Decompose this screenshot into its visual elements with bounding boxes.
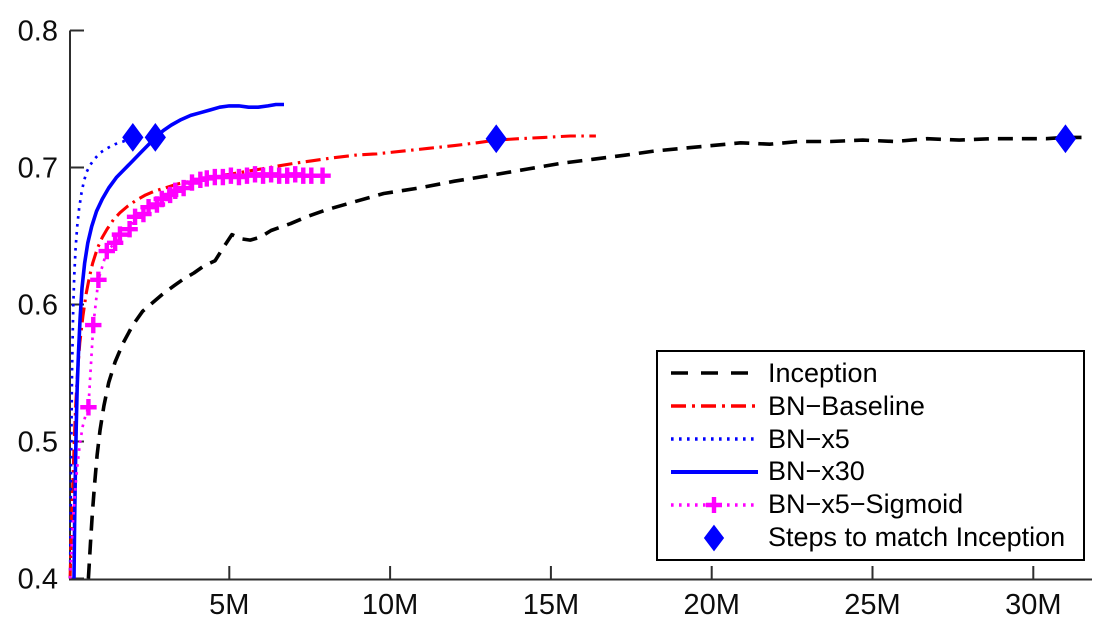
series-steps-to-match-inception-diamond-marker	[485, 124, 507, 154]
legend-item-bn-baseline: BN−Baseline	[668, 390, 1077, 422]
legend-item-bn-x5-sigmoid: BN−x5−Sigmoid	[668, 489, 1077, 521]
legend-item-bn-x30: BN−x30	[668, 456, 1077, 488]
series-line-bn-x30	[72, 102, 284, 579]
legend-item-steps-to-match-inception: Steps to match Inception	[668, 522, 1077, 554]
y-tick-label-0.7: 0.7	[18, 153, 58, 185]
x-tick-label-10M: 10M	[362, 589, 418, 621]
series-line-bn-baseline	[68, 134, 596, 579]
legend-label-inception: Inception	[768, 357, 878, 388]
y-tick-label-0.4: 0.4	[18, 564, 58, 596]
series-line-bn-x5-sigmoid	[68, 173, 323, 579]
legend-item-inception: Inception	[668, 357, 1077, 389]
legend-glyph-steps-to-match-inception	[703, 524, 725, 551]
legend-sample-steps-to-match-inception	[703, 524, 725, 551]
legend-label-bn-x5-sigmoid: BN−x5−Sigmoid	[768, 489, 964, 520]
x-tick-label-25M: 25M	[844, 589, 900, 621]
series-steps-to-match-inception-diamond-marker	[144, 123, 166, 152]
series-bn-x5-sigmoid-plus-marker	[106, 234, 124, 252]
legend-sample-bn-x5	[671, 437, 758, 441]
legend-glyph-bn-x5-sigmoid	[706, 496, 722, 513]
series-bn-x5-sigmoid-plus-marker	[153, 190, 170, 208]
legend-label-bn-baseline: BN−Baseline	[768, 390, 925, 421]
series-steps-to-match-inception-diamond-marker	[1054, 124, 1077, 154]
legend-label-bn-x5: BN−x5	[768, 423, 850, 454]
series-bn-x5-sigmoid-plus-marker	[140, 199, 157, 216]
x-tick-label-5M: 5M	[209, 589, 249, 621]
series-bn-x5-sigmoid-plus-marker	[80, 399, 97, 416]
legend-label-steps-to-match-inception: Steps to match Inception	[768, 522, 1066, 553]
series-bn-x5-sigmoid-plus-marker	[98, 242, 115, 260]
series-line-bn-x5	[68, 136, 137, 579]
series-line-inception	[86, 135, 1082, 579]
series-bn-x5-sigmoid-plus-marker	[183, 174, 201, 191]
x-tick-label-30M: 30M	[1005, 589, 1061, 621]
legend-sample-bn-baseline	[671, 404, 758, 409]
series-bn-x5-sigmoid-plus-marker	[175, 179, 192, 197]
legend-sample-bn-x30	[671, 469, 758, 474]
x-tick-label-15M: 15M	[523, 589, 579, 621]
legend-sample-inception	[671, 371, 758, 376]
series-bn-x5-sigmoid-plus-marker	[121, 220, 138, 238]
legend-box: Inception BN−Baseline BN−x5 BN−x30 BN−x5…	[656, 350, 1085, 561]
legend-item-bn-x5: BN−x5	[668, 423, 1077, 455]
y-tick-label-0.6: 0.6	[18, 290, 58, 322]
y-tick-label-0.8: 0.8	[18, 16, 58, 48]
series-bn-x5-sigmoid-plus-marker	[167, 182, 184, 199]
series-bn-x5-sigmoid-plus-marker	[90, 271, 107, 289]
x-tick-label-20M: 20M	[683, 589, 739, 621]
series-bn-x5-sigmoid-plus-marker	[314, 167, 331, 184]
series-bn-x5-sigmoid-plus-marker	[111, 226, 129, 243]
series-steps-to-match-inception-diamond-marker	[122, 123, 144, 152]
legend-label-bn-x30: BN−x30	[768, 456, 865, 487]
series-bn-x5-sigmoid-plus-marker	[126, 208, 144, 226]
y-tick-label-0.5: 0.5	[18, 427, 58, 459]
series-bn-x5-sigmoid-plus-marker	[85, 316, 102, 334]
legend-sample-bn-x5-sigmoid	[671, 496, 758, 513]
